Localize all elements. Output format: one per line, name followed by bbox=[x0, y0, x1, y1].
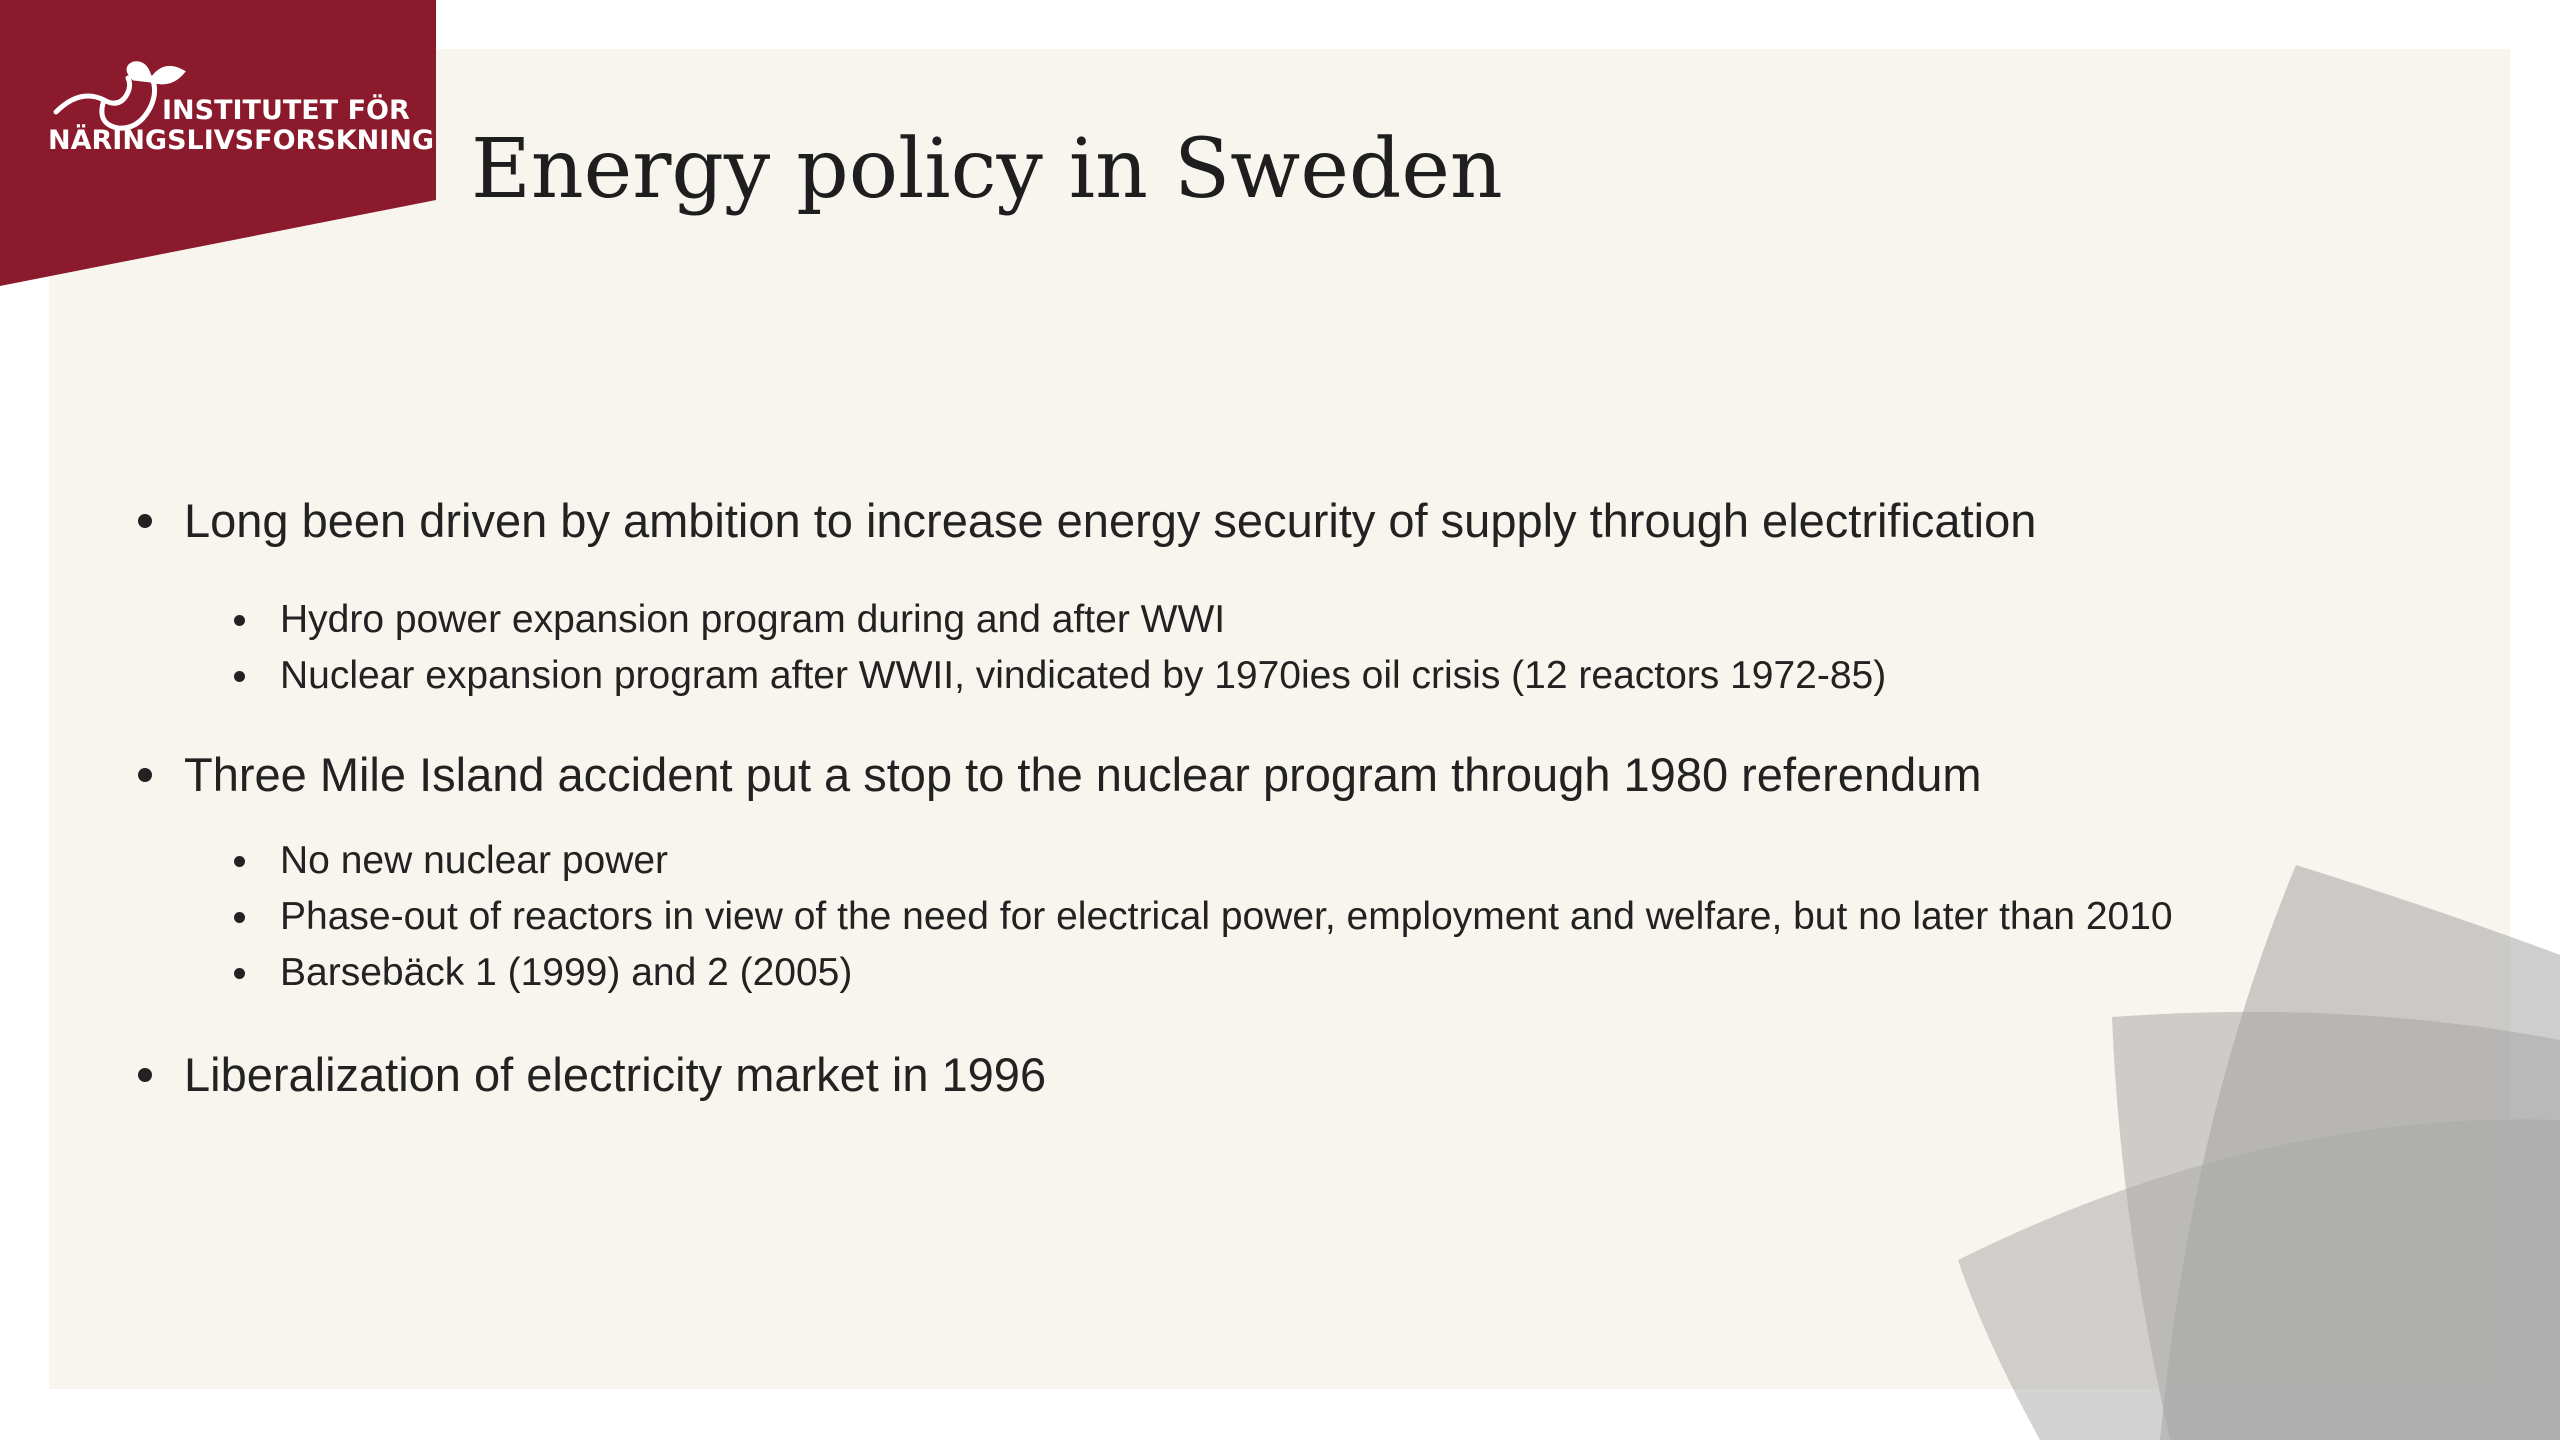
bullet-item: Long been driven by ambition to increase… bbox=[184, 494, 2037, 547]
sub-bullet-item: No new nuclear power bbox=[280, 839, 669, 882]
sub-bullet-item: Barsebäck 1 (1999) and 2 (2005) bbox=[280, 951, 853, 994]
logo-banner bbox=[0, 0, 436, 286]
petal-bottom bbox=[1958, 1119, 2560, 1440]
brand-line-2: NÄRINGSLIVSFORSKNING bbox=[48, 125, 435, 156]
slide-title: Energy policy in Sweden bbox=[471, 122, 1503, 217]
sub-bullet-item: Nuclear expansion program after WWII, vi… bbox=[280, 654, 1887, 697]
brand-wordmark: INSTITUTET FÖR NÄRINGSLIVSFORSKNING bbox=[48, 96, 434, 156]
bullet-item: Three Mile Island accident put a stop to… bbox=[184, 748, 1982, 801]
sprout-icon bbox=[53, 61, 186, 131]
sub-bullet-dot bbox=[234, 912, 245, 923]
bullet-dot bbox=[138, 1068, 152, 1082]
bullet-dot bbox=[138, 514, 152, 528]
bullet-dot bbox=[138, 768, 152, 782]
brand-line-1: INSTITUTET FÖR bbox=[162, 95, 410, 126]
sub-bullet-item: Phase-out of reactors in view of the nee… bbox=[280, 895, 2173, 938]
brand-logo: INSTITUTET FÖR NÄRINGSLIVSFORSKNING bbox=[0, 0, 436, 290]
sub-bullet-item: Hydro power expansion program during and… bbox=[280, 598, 1226, 641]
sub-bullet-dot bbox=[234, 968, 245, 979]
sub-bullet-dot bbox=[234, 671, 245, 682]
sub-bullet-dot bbox=[234, 856, 245, 867]
slide-background bbox=[49, 49, 2510, 1389]
bullet-item: Liberalization of electricity market in … bbox=[184, 1048, 1047, 1101]
sub-bullet-dot bbox=[234, 615, 245, 626]
